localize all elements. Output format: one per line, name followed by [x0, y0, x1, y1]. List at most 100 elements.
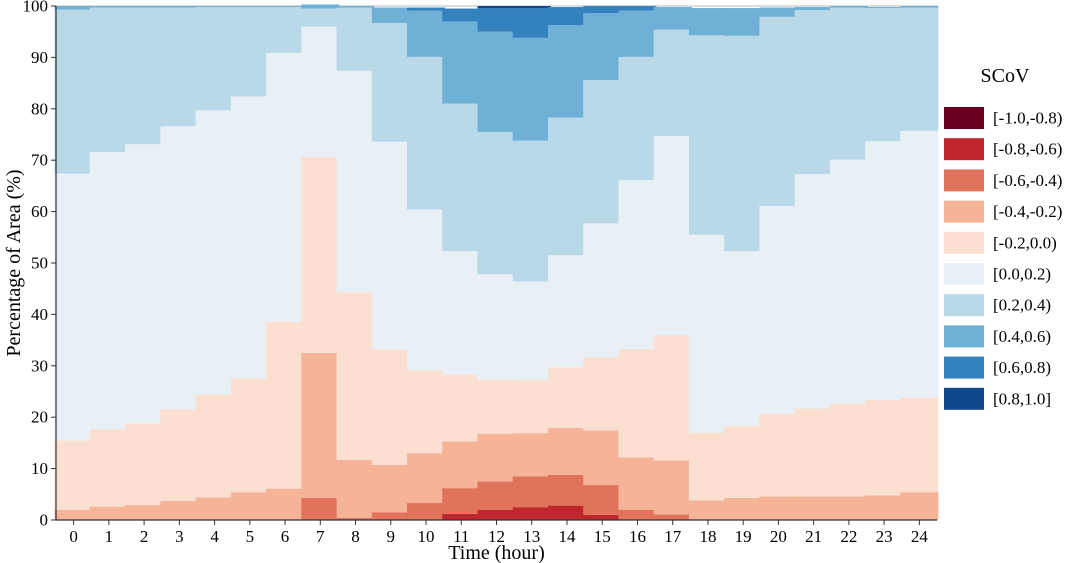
- bar-segment-hour-12-series-2: [477, 481, 516, 510]
- bar-segment-hour-8-series-2: [336, 517, 375, 520]
- x-tick-label: 9: [387, 527, 396, 546]
- bar-segment-hour-8-series-5: [336, 70, 375, 293]
- bar-segment-hour-16-series-8: [618, 6, 657, 11]
- bar-segment-hour-16-series-4: [618, 348, 657, 458]
- bar-segment-hour-15-series-8: [583, 6, 622, 14]
- legend-label-9: [0.8,1.0]: [993, 389, 1051, 408]
- bar-segment-hour-15-series-3: [583, 430, 622, 486]
- bar-segment-hour-15-series-6: [583, 80, 622, 224]
- bar-segment-hour-13-series-5: [512, 281, 551, 381]
- bar-segment-hour-12-series-7: [477, 31, 516, 132]
- bar-segment-hour-14-series-1: [547, 505, 586, 520]
- legend: SCoV [-1.0,-0.8) [-0.8,-0.6) [-0.6,-0.4) [-…: [944, 65, 1062, 410]
- bar-segment-hour-11-series-7: [442, 21, 481, 104]
- bar-segment-hour-1-series-3: [89, 506, 128, 520]
- bar-segment-hour-22-series-4: [829, 403, 868, 497]
- bar-segment-hour-9-series-2: [371, 512, 410, 520]
- bar-segment-hour-15-series-7: [583, 13, 622, 81]
- bar-segment-hour-12-series-6: [477, 131, 516, 275]
- x-tick-label: 11: [453, 527, 469, 546]
- bar-segment-hour-1-series-7: [89, 6, 128, 8]
- bar-segment-hour-7-series-6: [301, 8, 340, 27]
- bar-segment-hour-4-series-5: [195, 110, 234, 395]
- bar-segment-hour-24-series-5: [900, 130, 939, 398]
- bar-segment-hour-3-series-7: [160, 6, 199, 8]
- bar-segment-hour-16-series-7: [618, 10, 657, 57]
- bar-segment-hour-5-series-3: [230, 492, 269, 520]
- bar-segment-hour-17-series-5: [653, 136, 692, 335]
- y-tick-label: 20: [31, 408, 48, 427]
- bar-segment-hour-23-series-5: [865, 141, 904, 400]
- legend-swatch-9: [944, 387, 984, 410]
- x-tick-label: 1: [105, 527, 114, 546]
- bar-segment-hour-18-series-3: [688, 500, 727, 520]
- bar-segment-hour-1-series-4: [89, 429, 128, 507]
- bar-segment-hour-11-series-8: [442, 8, 481, 22]
- x-tick-label: 7: [316, 527, 325, 546]
- y-axis-title: Percentage of Area (%): [3, 169, 25, 356]
- bar-segment-hour-21-series-6: [794, 10, 833, 175]
- bar-segment-hour-17-series-2: [653, 514, 692, 520]
- bar-segment-hour-6-series-3: [266, 488, 305, 520]
- bar-segment-hour-13-series-9: [512, 6, 551, 9]
- x-tick-label: 0: [69, 527, 78, 546]
- legend-swatch-3: [944, 200, 984, 223]
- bar-segment-hour-11-series-4: [442, 374, 481, 442]
- x-tick-label: 6: [281, 527, 290, 546]
- bar-segment-hour-12-series-5: [477, 274, 516, 380]
- bar-segment-hour-24-series-4: [900, 397, 939, 493]
- bar-segment-hour-15-series-5: [583, 223, 622, 358]
- bar-segment-hour-13-series-1: [512, 507, 551, 520]
- bar-segment-hour-7-series-4: [301, 156, 340, 353]
- bar-segment-hour-21-series-5: [794, 174, 833, 409]
- bar-segment-hour-21-series-3: [794, 496, 833, 520]
- bar-segment-hour-4-series-4: [195, 394, 234, 498]
- legend-label-2: [-0.6,-0.4): [993, 171, 1062, 190]
- x-tick-label: 5: [246, 527, 255, 546]
- bar-segment-hour-17-series-7: [653, 7, 692, 30]
- bar-segment-hour-17-series-4: [653, 334, 692, 461]
- legend-swatch-8: [944, 356, 984, 379]
- bar-segment-hour-11-series-5: [442, 251, 481, 375]
- bar-segment-hour-10-series-7: [407, 10, 446, 57]
- x-tick-label: 17: [664, 527, 682, 546]
- bar-segment-hour-9-series-6: [371, 22, 410, 142]
- bar-segment-hour-18-series-7: [688, 8, 727, 36]
- legend-title: SCoV: [981, 65, 1030, 87]
- x-tick-label: 2: [140, 527, 149, 546]
- legend-label-6: [0.2,0.4): [993, 296, 1051, 315]
- bar-segment-hour-16-series-6: [618, 56, 657, 181]
- x-tick-label: 4: [210, 527, 219, 546]
- bar-segment-hour-20-series-5: [759, 205, 798, 414]
- bar-segment-hour-2-series-3: [125, 505, 164, 520]
- x-tick-label: 15: [594, 527, 611, 546]
- bar-segment-hour-2-series-6: [125, 7, 164, 145]
- bar-segment-hour-2-series-5: [125, 144, 164, 424]
- bar-segment-hour-3-series-6: [160, 7, 199, 127]
- bar-segment-hour-24-series-3: [900, 492, 939, 520]
- bar-segment-hour-1-series-5: [89, 151, 128, 430]
- legend-swatch-1: [944, 138, 984, 161]
- bar-segment-hour-9-series-5: [371, 141, 410, 350]
- bar-segment-hour-23-series-7: [865, 7, 904, 9]
- y-tick-label: 70: [31, 151, 48, 170]
- x-ticks: 0 1 2 3 4 5 6 7 8 9 10 11 12 13 14 15 16 17 18 19 20 21 22 23 24: [69, 520, 928, 546]
- bar-segment-hour-4-series-7: [195, 6, 234, 8]
- bar-segment-hour-15-series-4: [583, 357, 622, 431]
- bar-segment-hour-10-series-5: [407, 209, 446, 371]
- bar-segment-hour-13-series-2: [512, 476, 551, 508]
- x-tick-label: 12: [488, 527, 505, 546]
- y-tick-label: 50: [31, 254, 48, 273]
- bar-segment-hour-20-series-4: [759, 413, 798, 497]
- bar-segment-hour-24-series-7: [900, 6, 939, 8]
- bar-segment-hour-0-series-7: [54, 6, 93, 10]
- bar-segment-hour-14-series-2: [547, 474, 586, 506]
- bar-segment-hour-12-series-4: [477, 379, 516, 434]
- x-tick-label: 18: [699, 527, 716, 546]
- bar-segment-hour-8-series-7: [336, 6, 375, 8]
- bar-segment-hour-18-series-5: [688, 234, 727, 433]
- bar-segment-hour-13-series-4: [512, 380, 551, 434]
- bar-segment-hour-19-series-5: [724, 251, 763, 426]
- bar-segment-hour-6-series-4: [266, 321, 305, 489]
